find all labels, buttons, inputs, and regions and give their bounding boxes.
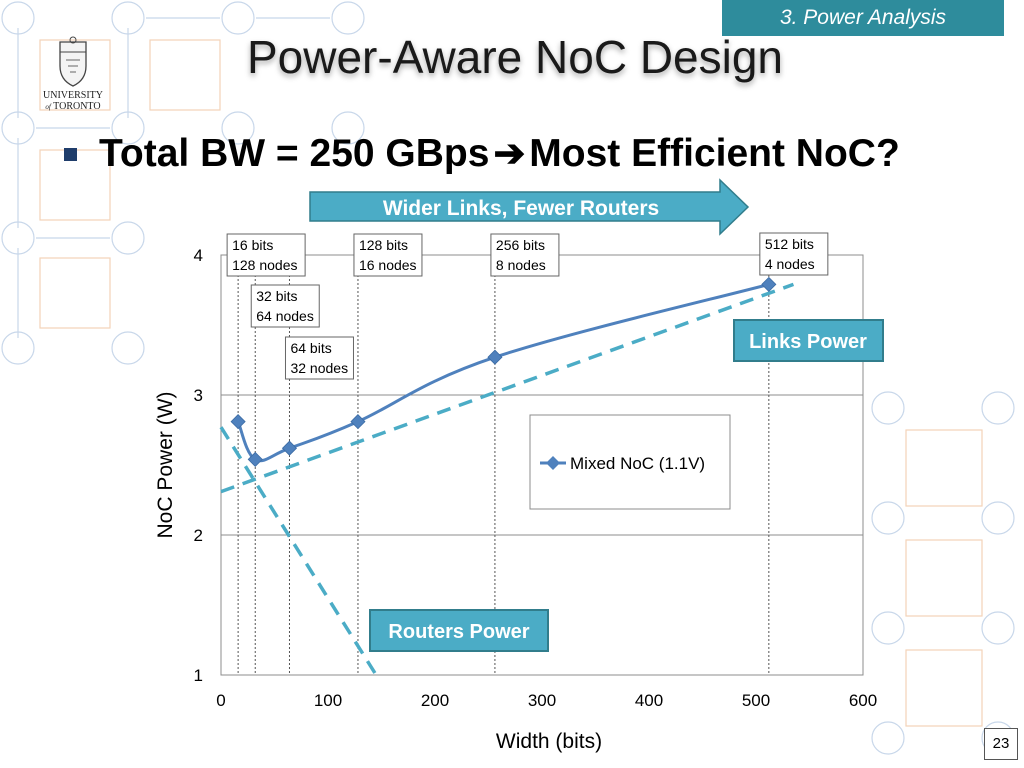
x-tick-label: 0 (216, 691, 225, 710)
page-number: 23 (984, 728, 1018, 760)
series-point (350, 414, 366, 430)
annotation-width: 256 bits (496, 237, 545, 253)
series-point (761, 276, 777, 292)
annotation-box: 32 bits 64 nodes (250, 284, 320, 328)
section-tab: 3. Power Analysis (722, 0, 1004, 36)
bullet-square-icon (64, 147, 77, 161)
logo-line2: of TORONTO (45, 101, 100, 112)
decor-circle (981, 611, 1015, 645)
series-point (487, 349, 503, 365)
bullet-text: Total BW = 250 GBps ➔ Most Efficient NoC? (99, 131, 900, 176)
decor-square (149, 39, 221, 111)
annotation-nodes: 64 nodes (256, 308, 314, 324)
decor-circle (871, 391, 905, 425)
annotation-nodes: 8 nodes (496, 257, 546, 273)
series-point (281, 440, 298, 456)
annotation-frame (250, 284, 320, 328)
annotation-nodes: 16 nodes (359, 257, 417, 273)
annotation-frame (353, 233, 423, 277)
annotation-width: 16 bits (232, 237, 273, 253)
annotation-frame (490, 233, 560, 277)
decor-square (905, 649, 983, 727)
x-tick-label: 100 (314, 691, 342, 710)
annotation-width: 512 bits (765, 236, 814, 252)
decor-square (905, 539, 983, 617)
bullet-text-a: Total BW = 250 GBps (99, 131, 490, 175)
x-tick-label: 400 (635, 691, 663, 710)
decor-circle (111, 331, 145, 365)
y-tick-label: 3 (194, 386, 203, 405)
decor-circle (331, 111, 365, 145)
x-axis-label: Width (bits) (496, 730, 602, 753)
annotation-box: 128 bits 16 nodes (353, 233, 423, 277)
links-power-callout: Links Power (733, 319, 884, 362)
routers-power-label: Routers Power (388, 621, 529, 643)
x-tick-label: 600 (849, 691, 877, 710)
annotation-width: 32 bits (256, 288, 297, 304)
links-power-trend-line (220, 282, 795, 494)
callout-frame (733, 319, 884, 362)
wider-links-label: Wider Links, Fewer Routers (383, 197, 659, 220)
annotation-frame (759, 232, 829, 276)
routers-power-callout: Routers Power (369, 609, 549, 652)
decor-circle (221, 111, 255, 145)
decor-circle (871, 611, 905, 645)
annotation-nodes: 32 nodes (290, 360, 348, 376)
x-tick-label: 200 (421, 691, 449, 710)
callout-frame (369, 609, 549, 652)
annotation-box: 256 bits 8 nodes (490, 233, 560, 277)
decor-circle (221, 1, 255, 35)
decor-circle (331, 1, 365, 35)
crest-icon: UNIVERSITY of TORONTO (43, 36, 103, 112)
annotation-width: 128 bits (359, 237, 408, 253)
decor-circle (981, 501, 1015, 535)
legend-label: Mixed NoC (1.1V) (570, 454, 705, 473)
bullet-text-b: Most Efficient NoC? (529, 131, 900, 175)
decor-square (39, 257, 111, 329)
annotation-frame (226, 233, 306, 277)
annotation-box: 16 bits 128 nodes (226, 233, 306, 277)
y-tick-label: 4 (194, 246, 203, 265)
annotation-frame (284, 336, 354, 380)
links-power-label: Links Power (749, 331, 867, 353)
y-tick-label: 2 (194, 526, 203, 545)
decor-circle (871, 501, 905, 535)
series-point (247, 451, 263, 467)
annotation-box: 512 bits 4 nodes (759, 232, 829, 276)
legend-marker (546, 456, 560, 470)
annotation-nodes: 4 nodes (765, 256, 815, 272)
annotation-width: 64 bits (290, 340, 331, 356)
decor-circle (111, 221, 145, 255)
university-logo: UNIVERSITY of TORONTO (36, 36, 110, 114)
x-tick-label: 500 (742, 691, 770, 710)
y-axis-label: NoC Power (W) (154, 391, 177, 538)
series-point (230, 414, 246, 430)
slide-title: Power-Aware NoC Design (246, 31, 784, 83)
bullet-point: Total BW = 250 GBps ➔ Most Efficient NoC? (64, 130, 900, 176)
x-tick-label: 300 (528, 691, 556, 710)
routers-power-trend-line (219, 426, 378, 676)
annotation-box: 64 bits 32 nodes (284, 336, 354, 380)
annotation-nodes: 128 nodes (232, 257, 297, 273)
decor-circle (981, 391, 1015, 425)
arrow-shape (309, 178, 750, 236)
decor-square (39, 39, 111, 111)
y-tick-label: 1 (194, 666, 203, 685)
decor-square (905, 429, 983, 507)
wider-links-arrow: Wider Links, Fewer Routers (309, 178, 750, 236)
logo-line1: UNIVERSITY (43, 90, 103, 101)
right-arrow-icon: ➔ (493, 132, 526, 175)
decor-circle (871, 721, 905, 755)
